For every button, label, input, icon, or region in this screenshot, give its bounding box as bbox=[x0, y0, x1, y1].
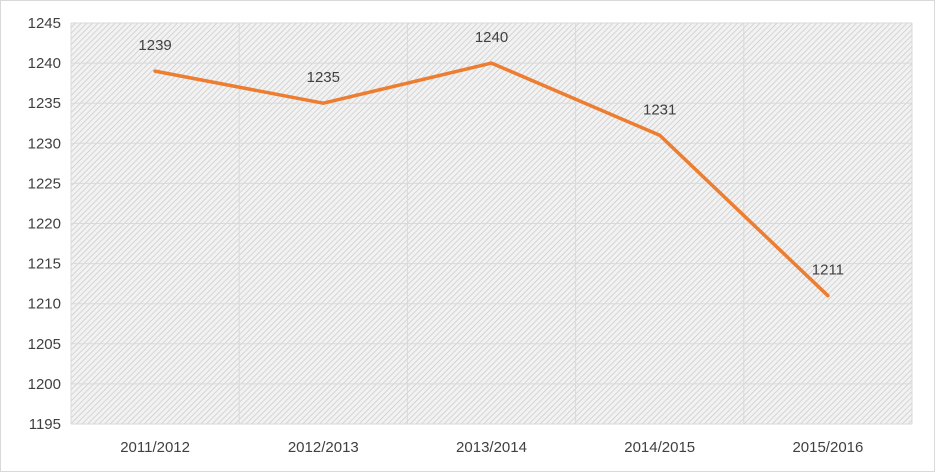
x-tick-label: 2015/2016 bbox=[792, 439, 863, 456]
y-axis-tick-labels: 1195 1200 1205 1210 1215 1220 1225 1230 1235 1240… bbox=[28, 15, 61, 433]
data-label: 1239 bbox=[138, 37, 171, 54]
y-tick-label: 1210 bbox=[28, 296, 61, 313]
y-tick-label: 1245 bbox=[28, 15, 61, 32]
data-label: 1231 bbox=[643, 101, 676, 118]
x-tick-label: 2011/2012 bbox=[120, 439, 190, 456]
data-labels: 1239 1235 1240 1231 1211 bbox=[138, 29, 844, 279]
data-label: 1211 bbox=[812, 262, 844, 279]
y-tick-label: 1240 bbox=[28, 55, 61, 72]
x-tick-label: 2013/2014 bbox=[456, 439, 527, 456]
x-axis-tick-labels: 2011/2012 2012/2013 2013/2014 2014/2015 2015… bbox=[120, 439, 863, 456]
data-point bbox=[658, 133, 662, 137]
series bbox=[153, 61, 830, 298]
y-tick-label: 1215 bbox=[28, 256, 61, 273]
y-tick-label: 1230 bbox=[28, 135, 61, 152]
data-point bbox=[321, 101, 325, 105]
y-tick-label: 1225 bbox=[28, 175, 61, 192]
y-tick-label: 1200 bbox=[28, 376, 61, 393]
data-point bbox=[153, 69, 157, 73]
x-tick-label: 2014/2015 bbox=[624, 439, 695, 456]
x-tick-label: 2012/2013 bbox=[288, 439, 359, 456]
data-point bbox=[490, 61, 493, 65]
data-point bbox=[826, 294, 830, 298]
y-tick-label: 1205 bbox=[28, 336, 61, 353]
y-tick-label: 1220 bbox=[28, 216, 61, 233]
data-label: 1235 bbox=[307, 69, 340, 86]
y-tick-label: 1195 bbox=[29, 416, 61, 433]
data-label: 1240 bbox=[475, 29, 508, 46]
y-tick-label: 1235 bbox=[28, 95, 61, 112]
